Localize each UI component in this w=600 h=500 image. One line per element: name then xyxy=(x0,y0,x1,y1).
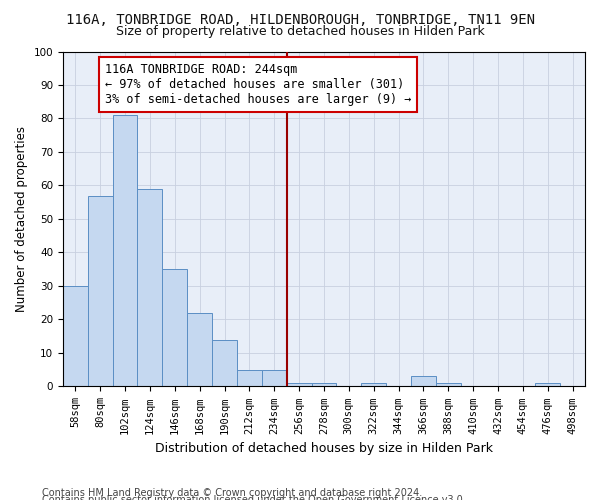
Bar xyxy=(411,376,436,386)
Text: 116A, TONBRIDGE ROAD, HILDENBOROUGH, TONBRIDGE, TN11 9EN: 116A, TONBRIDGE ROAD, HILDENBOROUGH, TON… xyxy=(65,12,535,26)
Text: Contains public sector information licensed under the Open Government Licence v3: Contains public sector information licen… xyxy=(42,495,466,500)
Bar xyxy=(262,370,287,386)
Y-axis label: Number of detached properties: Number of detached properties xyxy=(15,126,28,312)
Bar xyxy=(137,189,163,386)
Bar xyxy=(113,115,137,386)
Bar xyxy=(287,383,311,386)
Bar xyxy=(311,383,337,386)
Bar xyxy=(163,269,187,386)
Bar xyxy=(535,383,560,386)
Bar xyxy=(237,370,262,386)
Bar xyxy=(88,196,113,386)
Text: Contains HM Land Registry data © Crown copyright and database right 2024.: Contains HM Land Registry data © Crown c… xyxy=(42,488,422,498)
Bar xyxy=(436,383,461,386)
Bar xyxy=(187,313,212,386)
Bar xyxy=(63,286,88,386)
X-axis label: Distribution of detached houses by size in Hilden Park: Distribution of detached houses by size … xyxy=(155,442,493,455)
Text: 116A TONBRIDGE ROAD: 244sqm
← 97% of detached houses are smaller (301)
3% of sem: 116A TONBRIDGE ROAD: 244sqm ← 97% of det… xyxy=(105,63,412,106)
Text: Size of property relative to detached houses in Hilden Park: Size of property relative to detached ho… xyxy=(116,25,484,38)
Bar xyxy=(361,383,386,386)
Bar xyxy=(212,340,237,386)
